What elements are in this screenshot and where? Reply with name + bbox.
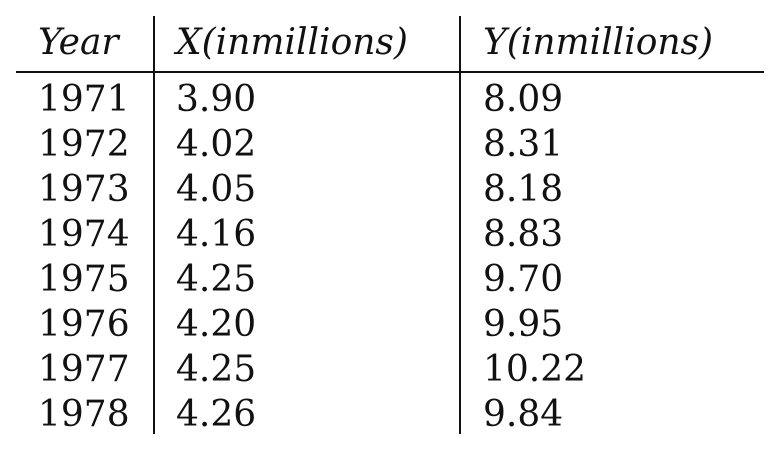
year-cell: 1971 [38, 79, 130, 120]
x-value-cell: 4.25 [176, 349, 257, 390]
column-divider-1 [153, 16, 155, 434]
x-value-cell: 4.16 [176, 214, 257, 255]
y-value-cell: 10.22 [483, 349, 587, 390]
table-row: 1971 3.90 8.09 [0, 77, 780, 122]
y-value-cell: 8.31 [483, 124, 564, 165]
table-row: 1976 4.20 9.95 [0, 302, 780, 347]
year-cell: 1978 [38, 394, 130, 435]
y-value-cell: 9.70 [483, 259, 564, 300]
x-value-cell: 4.26 [176, 394, 257, 435]
x-value-cell: 3.90 [176, 79, 257, 120]
table-body: 1971 3.90 8.09 1972 4.02 8.31 1973 4.05 … [0, 77, 780, 437]
table-row: 1978 4.26 9.84 [0, 392, 780, 437]
year-cell: 1973 [38, 169, 130, 210]
year-cell: 1972 [38, 124, 130, 165]
table-row: 1977 4.25 10.22 [0, 347, 780, 392]
year-cell: 1974 [38, 214, 130, 255]
y-value-cell: 9.84 [483, 394, 564, 435]
table-row: 1974 4.16 8.83 [0, 212, 780, 257]
header-y-in-millions: Y(inmillions) [483, 22, 714, 63]
header-year: Year [38, 22, 119, 63]
y-value-cell: 8.09 [483, 79, 564, 120]
column-divider-2 [459, 16, 461, 434]
table-row: 1975 4.25 9.70 [0, 257, 780, 302]
y-value-cell: 8.18 [483, 169, 564, 210]
x-value-cell: 4.25 [176, 259, 257, 300]
year-cell: 1977 [38, 349, 130, 390]
x-value-cell: 4.20 [176, 304, 257, 345]
table-row: 1972 4.02 8.31 [0, 122, 780, 167]
header-rule [16, 71, 764, 73]
year-cell: 1975 [38, 259, 130, 300]
header-x-in-millions: X(inmillions) [176, 22, 408, 63]
y-value-cell: 9.95 [483, 304, 564, 345]
x-value-cell: 4.05 [176, 169, 257, 210]
y-value-cell: 8.83 [483, 214, 564, 255]
year-cell: 1976 [38, 304, 130, 345]
table-row: 1973 4.05 8.18 [0, 167, 780, 212]
x-value-cell: 4.02 [176, 124, 257, 165]
